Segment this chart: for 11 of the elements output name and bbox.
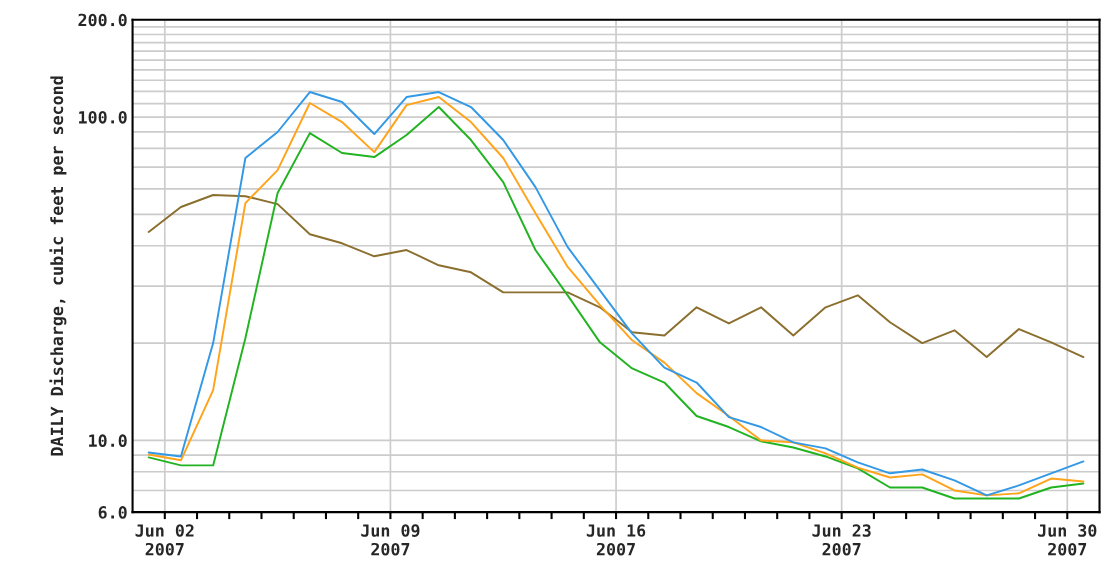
x-tick-label: Jun 23 2007	[812, 524, 871, 556]
line-series	[147, 194, 1085, 359]
y-tick-label: 100.0	[79, 111, 127, 124]
x-tick-label: Jun 16 2007	[586, 524, 646, 556]
x-tick-label: Jun 02 2007	[135, 524, 194, 556]
x-tick-label: Jun 30 2007	[1038, 524, 1097, 556]
y-tick-label: 200.0	[78, 13, 127, 27]
y-tick-label: 6.0	[98, 506, 127, 519]
y-axis-title: DAILY Discharge, cubic feet per second	[49, 76, 67, 456]
x-tick-label: Jun 09 2007	[361, 524, 420, 556]
y-tick-label: 10.0	[89, 434, 127, 447]
